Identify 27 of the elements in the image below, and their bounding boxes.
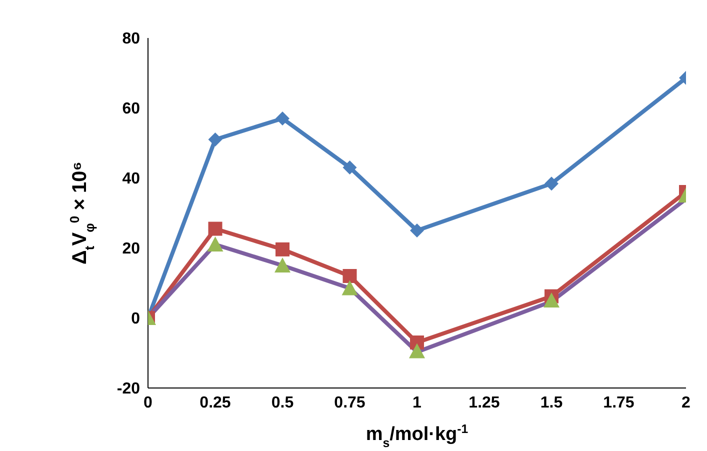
point [208, 132, 222, 146]
x-tick-label: 1.75 [603, 394, 634, 412]
x-tick-label: 1.25 [468, 394, 500, 412]
point [342, 160, 357, 174]
point [274, 258, 290, 272]
x-tick-label: 0 [144, 394, 153, 412]
y-tick-label: 40 [122, 170, 140, 188]
point [276, 242, 290, 256]
y-tick-label: 20 [122, 240, 140, 258]
x-tick-label: 0.25 [200, 394, 231, 412]
x-tick-label: 0.5 [271, 394, 294, 412]
y-tick-label: 60 [122, 100, 140, 118]
x-tick-label: 1 [412, 394, 422, 412]
point [276, 112, 290, 126]
point [207, 236, 224, 252]
point [342, 280, 358, 296]
y-tick-label: 0 [131, 310, 140, 328]
y-tick-label: 80 [122, 30, 140, 48]
x-axis-title: m$_{s}$/mol·kg$^{-1}$ [366, 422, 468, 450]
point [410, 224, 424, 238]
x-tick-label: 0.75 [334, 394, 366, 412]
x-tick-label: 1.5 [540, 394, 563, 412]
y-tick-label: -20 [116, 380, 140, 398]
point [208, 222, 222, 236]
point [342, 269, 357, 283]
x-tick-label: 2 [682, 394, 691, 412]
point [409, 343, 425, 358]
